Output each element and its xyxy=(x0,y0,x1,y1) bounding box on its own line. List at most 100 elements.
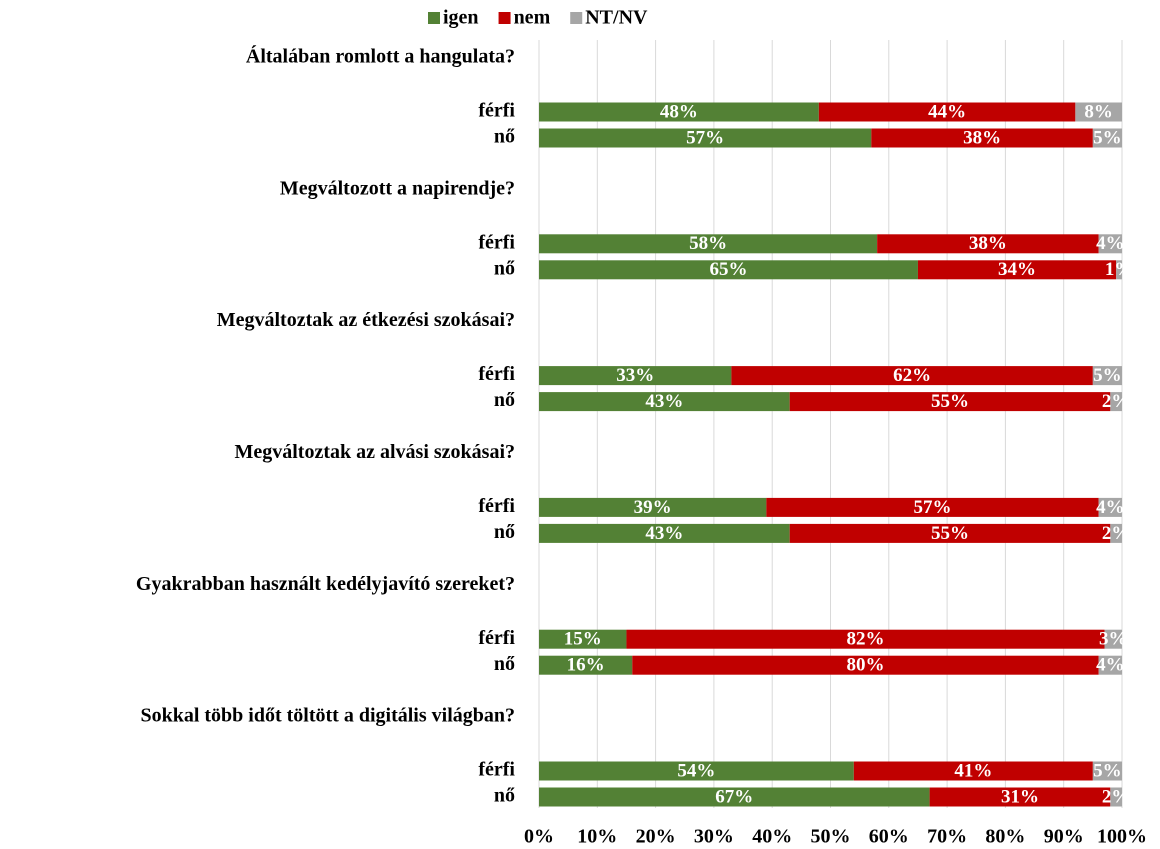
bar-segment xyxy=(1104,629,1122,649)
value-label: 4% xyxy=(1096,233,1125,254)
value-label: 57% xyxy=(686,127,724,148)
bar-segment xyxy=(818,102,1076,122)
y-tick-label: nő xyxy=(494,257,515,279)
value-label: 82% xyxy=(846,629,884,650)
bar-segment xyxy=(929,787,1111,807)
x-tick-label: 40% xyxy=(752,826,792,848)
y-tick-label: férfi xyxy=(478,100,515,122)
bar-segment xyxy=(1110,523,1122,543)
y-tick-label: férfi xyxy=(478,231,515,253)
value-label: 57% xyxy=(914,497,952,518)
bar-segment xyxy=(1092,366,1122,386)
bar-segment xyxy=(877,234,1099,254)
value-label: 2% xyxy=(1102,523,1131,544)
question-label: Megváltoztak az étkezési szokásai? xyxy=(217,309,515,331)
x-tick-label: 50% xyxy=(811,826,851,848)
legend-swatch xyxy=(428,12,440,24)
x-tick-label: 10% xyxy=(577,826,617,848)
y-tick-label: nő xyxy=(494,653,515,675)
value-label: 48% xyxy=(660,101,698,122)
x-tick-label: 100% xyxy=(1097,826,1147,848)
bar-segment xyxy=(539,260,918,280)
question-label: Gyakrabban használt kedélyjavító szereke… xyxy=(136,573,515,595)
value-label: 41% xyxy=(954,760,992,781)
value-label: 33% xyxy=(616,365,654,386)
value-label: 15% xyxy=(564,629,602,650)
value-label: 3% xyxy=(1099,629,1128,650)
x-tick-label: 60% xyxy=(869,826,909,848)
bar-segment xyxy=(539,234,878,254)
value-label: 2% xyxy=(1102,786,1131,807)
bar-segment xyxy=(1116,260,1122,280)
bar-segment xyxy=(1075,102,1122,122)
legend-swatch xyxy=(570,12,583,24)
question-label: Megváltoztak az alvási szokásai? xyxy=(234,441,515,463)
bar-segment xyxy=(539,497,767,517)
value-label: 5% xyxy=(1093,760,1122,781)
bar-segment xyxy=(539,655,633,675)
value-label: 44% xyxy=(928,101,966,122)
value-label: 55% xyxy=(931,391,969,412)
value-label: 5% xyxy=(1093,127,1122,148)
x-tick-label: 20% xyxy=(636,826,676,848)
bar-segment xyxy=(1110,392,1122,412)
x-tick-label: 0% xyxy=(524,826,554,848)
value-label: 5% xyxy=(1093,365,1122,386)
y-tick-label: férfi xyxy=(478,627,515,649)
value-label: 55% xyxy=(931,523,969,544)
bar-segment xyxy=(539,392,790,412)
y-tick-label: férfi xyxy=(478,759,515,781)
value-label: 4% xyxy=(1096,497,1125,518)
bar-segment xyxy=(539,761,854,781)
x-tick-label: 90% xyxy=(1044,826,1084,848)
value-label: 16% xyxy=(567,655,605,676)
x-tick-label: 30% xyxy=(694,826,734,848)
bar-segment xyxy=(766,497,1099,517)
legend-swatch xyxy=(498,12,511,24)
y-tick-label: nő xyxy=(494,521,515,543)
y-tick-label: nő xyxy=(494,389,515,411)
bar-segment xyxy=(789,523,1111,543)
bar-segment xyxy=(731,366,1093,386)
value-label: 43% xyxy=(645,523,683,544)
bar-segment xyxy=(539,523,790,543)
bar-segment xyxy=(853,761,1093,781)
bar-segment xyxy=(1098,234,1122,254)
y-tick-label: nő xyxy=(494,785,515,807)
bar-segment xyxy=(1098,655,1122,675)
bar-segment xyxy=(539,787,930,807)
x-tick-label: 70% xyxy=(927,826,967,848)
bar-segment xyxy=(626,629,1105,649)
bar-segment xyxy=(539,366,732,386)
value-label: 8% xyxy=(1084,101,1113,122)
legend-label: nem xyxy=(514,7,551,29)
bar-segment xyxy=(539,102,819,122)
x-tick-label: 80% xyxy=(985,826,1025,848)
value-label: 58% xyxy=(689,233,727,254)
bar-segment xyxy=(789,392,1111,412)
bar-segment xyxy=(917,260,1117,280)
bar-segment xyxy=(1110,787,1122,807)
value-label: 65% xyxy=(709,259,747,280)
y-tick-label: férfi xyxy=(478,363,515,385)
bar-segment xyxy=(632,655,1099,675)
legend-label: igen xyxy=(443,7,479,29)
bar-segment xyxy=(539,128,872,148)
question-label: Megváltozott a napirendje? xyxy=(280,177,515,199)
legend-label: NT/NV xyxy=(585,7,648,29)
value-label: 80% xyxy=(846,655,884,676)
value-label: 43% xyxy=(645,391,683,412)
value-label: 62% xyxy=(893,365,931,386)
value-label: 54% xyxy=(677,760,715,781)
value-label: 2% xyxy=(1102,391,1131,412)
bar-segment xyxy=(1098,497,1122,517)
value-label: 34% xyxy=(998,259,1036,280)
question-label: Általában romlott a hangulata? xyxy=(246,45,515,68)
bar-segment xyxy=(1092,761,1122,781)
bar-segment xyxy=(1092,128,1122,148)
bar-segment xyxy=(539,629,627,649)
bar-segment xyxy=(871,128,1093,148)
question-label: Sokkal több időt töltött a digitális vil… xyxy=(140,705,515,727)
y-tick-label: nő xyxy=(494,126,515,148)
